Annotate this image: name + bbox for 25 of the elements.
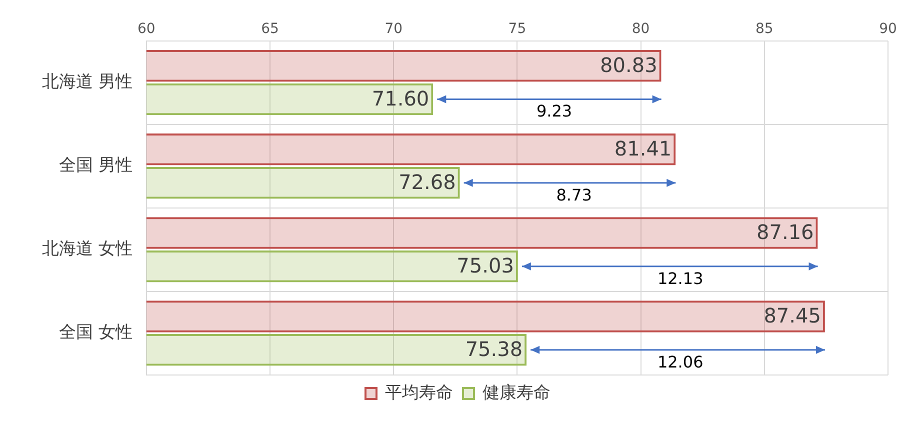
annotation: 12.13: [657, 268, 704, 288]
x-tick-label: 85: [755, 21, 774, 38]
y-tick-label: 北海道 男性: [42, 72, 132, 92]
legend-label: 平均寿命: [385, 382, 453, 403]
data-label: 72.68: [398, 170, 456, 194]
data-label: 87.16: [756, 220, 814, 244]
annotation: 9.23: [536, 102, 572, 121]
legend-label: 健康寿命: [482, 382, 550, 403]
data-label: 75.38: [465, 337, 523, 362]
data-label: 71.60: [372, 86, 430, 110]
data-label: 80.83: [600, 53, 658, 78]
x-tick-label: 70: [384, 21, 403, 38]
y-tick-label: 全国 女性: [59, 322, 132, 343]
data-label: 87.45: [764, 304, 821, 328]
y-tick-label: 北海道 女性: [42, 239, 132, 260]
x-tick-label: 90: [879, 21, 897, 38]
x-tick-label: 60: [137, 21, 156, 38]
y-tick-label: 全国 男性: [59, 156, 132, 176]
x-tick-label: 75: [508, 21, 526, 38]
data-label: 75.03: [456, 254, 514, 278]
annotation: 12.06: [657, 352, 704, 372]
x-tick-label: 80: [632, 21, 650, 38]
annotation: 8.73: [556, 185, 592, 204]
data-label: 81.41: [614, 136, 672, 161]
x-tick-label: 65: [261, 21, 279, 38]
